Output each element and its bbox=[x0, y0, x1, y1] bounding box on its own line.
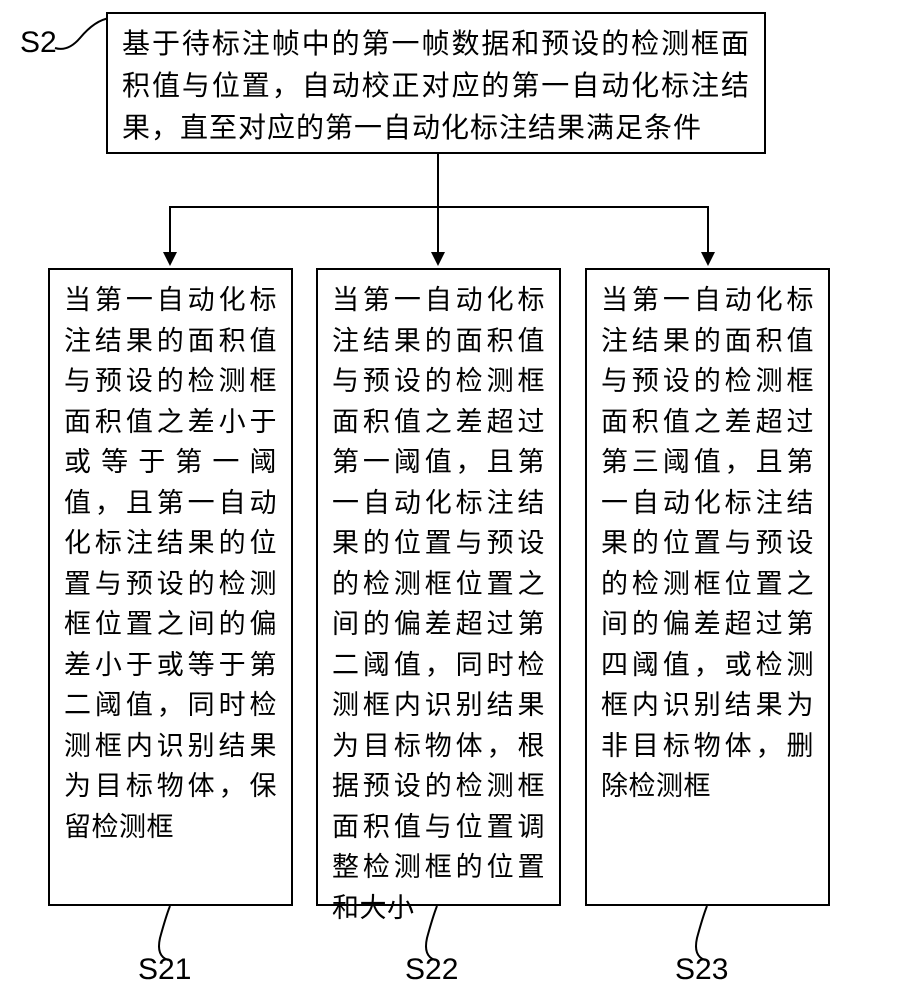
connector-trunk bbox=[437, 154, 439, 206]
node-s2-text: 基于待标注帧中的第一帧数据和预设的检测框面积值与位置，自动校正对应的第一自动化标… bbox=[122, 29, 750, 144]
label-s21: S21 bbox=[138, 953, 191, 987]
connector-right-drop bbox=[707, 206, 709, 254]
arrow-mid bbox=[431, 252, 445, 266]
node-s23: 当第一自动化标注结果的面积值与预设的检测框面积值之差超过第三阈值，且第一自动化标… bbox=[585, 268, 830, 906]
arrow-right bbox=[701, 252, 715, 266]
label-s22: S22 bbox=[405, 953, 458, 987]
node-s22-text: 当第一自动化标注结果的面积值与预设的检测框面积值之差超过第一阈值，且第一自动化标… bbox=[332, 285, 545, 923]
label-s23: S23 bbox=[675, 953, 728, 987]
node-s23-text: 当第一自动化标注结果的面积值与预设的检测框面积值之差超过第三阈值，且第一自动化标… bbox=[601, 285, 814, 801]
flowchart-canvas: S2 基于待标注帧中的第一帧数据和预设的检测框面积值与位置，自动校正对应的第一自… bbox=[0, 0, 899, 1000]
node-s22: 当第一自动化标注结果的面积值与预设的检测框面积值之差超过第一阈值，且第一自动化标… bbox=[316, 268, 561, 906]
node-s21: 当第一自动化标注结果的面积值与预设的检测框面积值之差小于或等于第一阈值，且第一自… bbox=[48, 268, 293, 906]
connector-mid-drop bbox=[437, 206, 439, 254]
connector-hbar bbox=[169, 206, 709, 208]
node-s2: 基于待标注帧中的第一帧数据和预设的检测框面积值与位置，自动校正对应的第一自动化标… bbox=[106, 12, 766, 154]
connector-left-drop bbox=[169, 206, 171, 254]
arrow-left bbox=[163, 252, 177, 266]
node-s21-text: 当第一自动化标注结果的面积值与预设的检测框面积值之差小于或等于第一阈值，且第一自… bbox=[64, 285, 277, 842]
